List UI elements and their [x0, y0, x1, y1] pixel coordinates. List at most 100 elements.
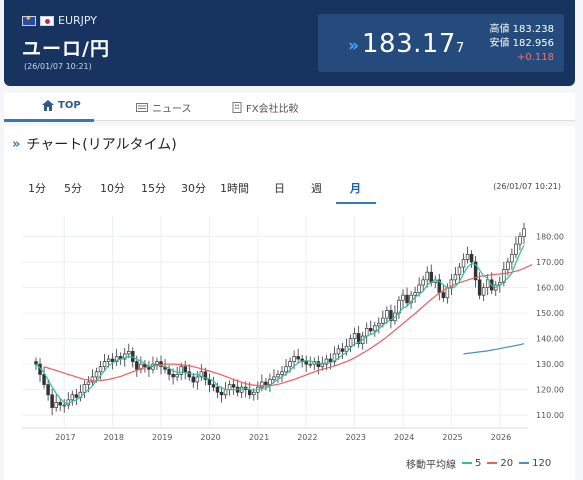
period-day[interactable]: 日: [274, 182, 285, 195]
candle-body: [42, 374, 46, 385]
candle-body: [102, 361, 107, 368]
candle-body: [264, 381, 268, 385]
period-week[interactable]: 週: [311, 182, 322, 195]
candle-body: [191, 376, 196, 383]
candle-body: [203, 371, 208, 380]
y-tick-label: 160.00: [536, 284, 564, 293]
pair-row: EURJPY: [22, 14, 97, 27]
candle-body: [356, 333, 361, 345]
news-icon: [136, 103, 148, 112]
candle-body: [364, 328, 369, 337]
legend-item-120: 120: [519, 458, 551, 469]
candle-body: [62, 404, 66, 407]
x-tick-label: 2017: [55, 433, 75, 442]
candle-body: [328, 358, 333, 362]
candle-body: [324, 358, 329, 365]
price-box: » 183.177 高値 183.238 安値 182.956 +0.118: [318, 14, 564, 72]
candle-body: [377, 322, 381, 327]
y-tick-label: 170.00: [536, 258, 564, 267]
legend-item-20: 20: [487, 458, 513, 469]
y-tick-label: 120.00: [536, 386, 564, 395]
candle-body: [385, 310, 389, 319]
period-10m[interactable]: 10分: [100, 182, 125, 195]
chart-legend: 移動平均線 5 20 120: [406, 458, 552, 471]
sma120-line: [463, 343, 525, 355]
header-timestamp: (26/01/07 10:21): [24, 62, 92, 71]
high-row: 高値 183.238: [489, 24, 554, 35]
candle-body: [352, 333, 357, 339]
candle-body: [252, 391, 256, 396]
period-month[interactable]: 月: [350, 182, 361, 195]
tab-news[interactable]: ニュース: [136, 100, 192, 115]
candle-body: [276, 374, 280, 378]
legend-item-5: 5: [462, 458, 481, 469]
candle-body: [469, 253, 474, 263]
candle-body: [127, 351, 131, 355]
x-tick-label: 2022: [297, 433, 317, 442]
candle-body: [86, 381, 91, 385]
candle-body: [110, 358, 115, 362]
candle-body: [98, 366, 103, 373]
candle-body: [46, 384, 50, 396]
price-chart[interactable]: 110.00 120.00 130.00 140.00 150.00 160.00 170.…: [8, 206, 568, 446]
candle-body: [54, 402, 58, 408]
eu-flag-icon: [22, 14, 36, 26]
sma5-line: [35, 244, 525, 405]
candle-body: [308, 363, 312, 366]
candle-body: [421, 279, 425, 286]
candle-body: [373, 325, 377, 332]
period-1h[interactable]: 1時間: [220, 182, 249, 195]
candle-body: [260, 381, 264, 388]
down-arrow-icon: »: [348, 36, 359, 56]
page-title: ユーロ/円: [22, 38, 110, 60]
active-tab-indicator: [4, 119, 94, 122]
candle-body: [268, 379, 272, 385]
period-15m[interactable]: 15分: [141, 182, 166, 195]
candle-body: [477, 279, 482, 296]
candle-body: [82, 384, 87, 393]
y-tick-label: 150.00: [536, 309, 564, 318]
candle-body: [296, 356, 300, 360]
candle-body: [340, 348, 345, 352]
candle-body: [122, 353, 127, 360]
x-tick-label: 2020: [200, 433, 220, 442]
pair-code: EURJPY: [58, 14, 97, 27]
period-30m[interactable]: 30分: [181, 182, 206, 195]
candle-body: [465, 253, 470, 260]
candle-body: [195, 376, 200, 383]
candle-body: [457, 266, 462, 276]
nav-tabs: TOP ニュース FX会社比較: [4, 93, 575, 121]
period-5m[interactable]: 5分: [64, 182, 82, 195]
candle-body: [227, 384, 232, 391]
tab-top[interactable]: TOP: [42, 100, 81, 111]
candle-body: [58, 402, 62, 406]
candle-body: [292, 356, 296, 362]
double-chevron-icon: »: [12, 136, 21, 152]
candle-body: [518, 236, 522, 245]
candle-body: [348, 338, 353, 347]
period-1m[interactable]: 1分: [28, 182, 46, 195]
tab-fx-compare[interactable]: FX会社比較: [232, 100, 299, 115]
y-tick-label: 110.00: [536, 411, 564, 420]
candle-body: [207, 379, 212, 385]
candle-body: [409, 294, 413, 304]
x-tick-label: 2026: [491, 433, 511, 442]
candle-body: [187, 371, 192, 378]
candle-body: [135, 361, 139, 370]
x-tick-label: 2018: [104, 433, 124, 442]
candle-body: [522, 228, 526, 237]
chart-timestamp: (26/01/07 10:21): [493, 182, 561, 191]
candle-body: [106, 358, 111, 362]
candle-body: [179, 366, 183, 375]
candle-body: [401, 294, 405, 301]
candle-body: [461, 259, 466, 268]
candle-body: [506, 261, 510, 270]
section-title: » チャート(リアルタイム): [12, 136, 177, 154]
candle-body: [175, 374, 179, 378]
candle-body: [114, 356, 119, 362]
sma20-line: [43, 263, 533, 387]
candle-body: [215, 386, 220, 393]
candle-body: [425, 271, 429, 281]
candle-body: [171, 374, 175, 378]
current-price: 183.177: [362, 29, 465, 59]
